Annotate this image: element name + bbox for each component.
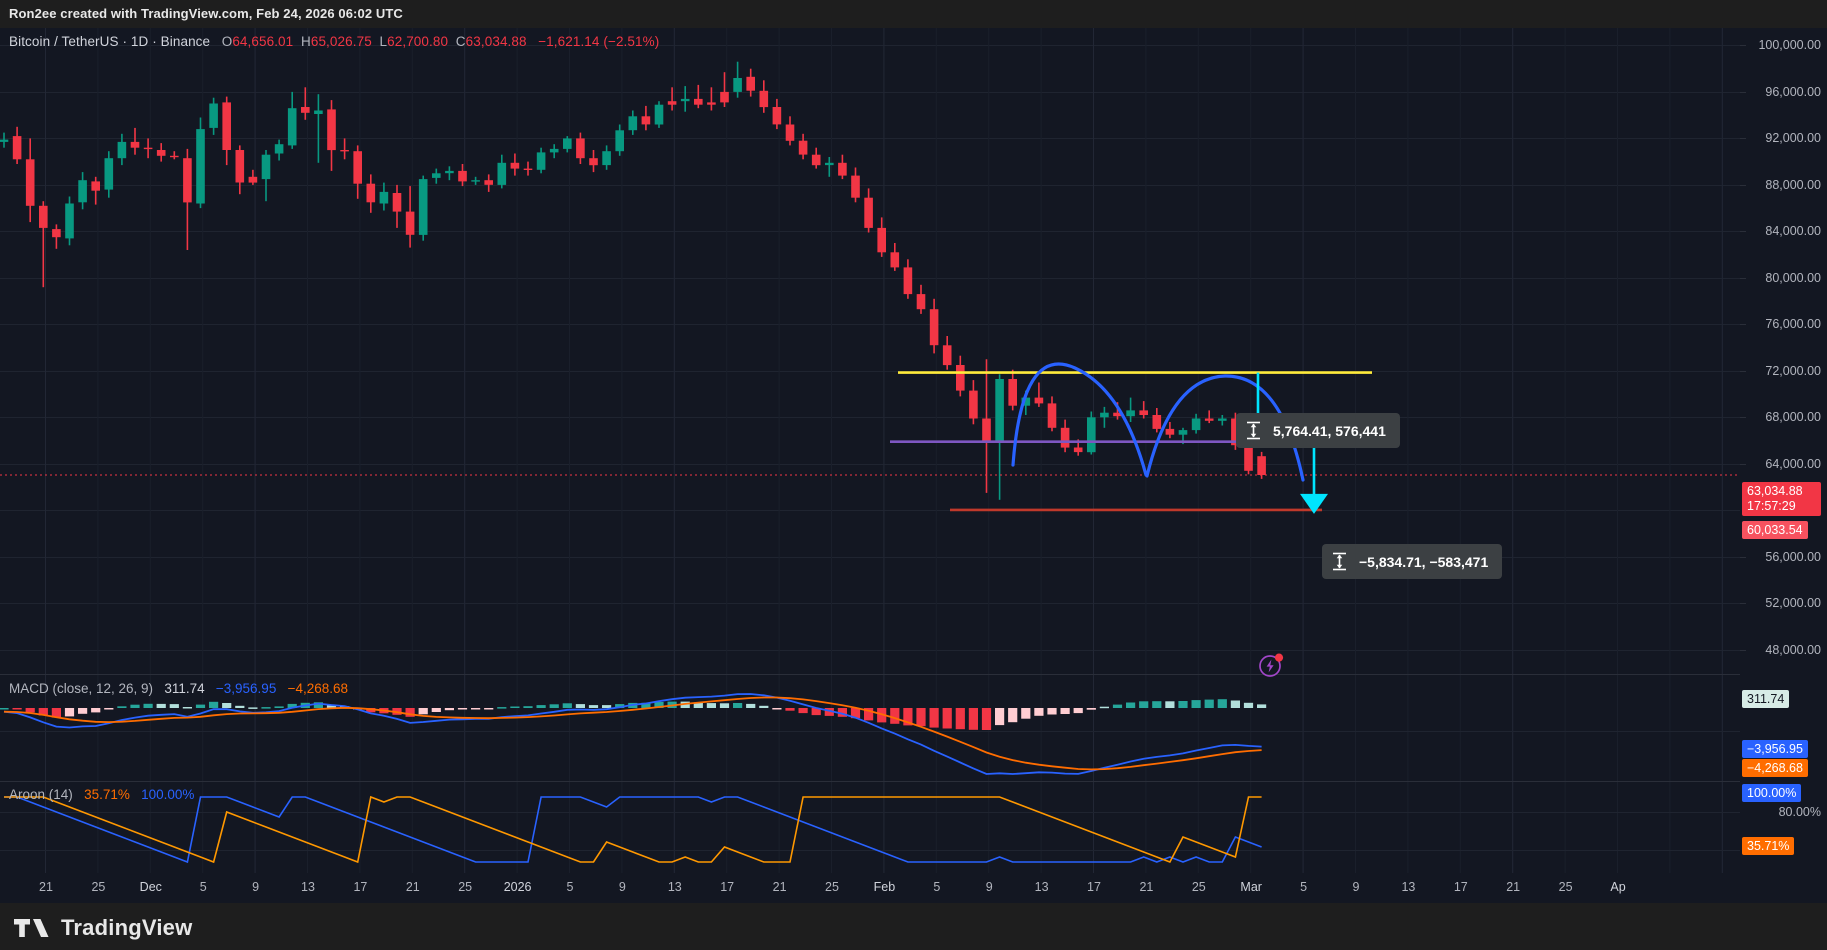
last-price-badge[interactable]: 63,034.88 17:57:29 xyxy=(1742,482,1821,516)
price-tick: 76,000.00 xyxy=(1765,317,1821,332)
price-series xyxy=(0,61,1266,500)
time-tick: 25 xyxy=(825,880,839,894)
time-tick: 21 xyxy=(405,880,420,894)
measure-tooltip-up-text: 5,764.41, 576,441 xyxy=(1273,422,1386,439)
macd-value-1: 311.74 xyxy=(164,681,205,696)
ohlc-open-label: O xyxy=(221,34,233,49)
time-tick: 17 xyxy=(1087,880,1101,894)
time-tick: 25 xyxy=(1191,880,1206,894)
tradingview-logo: TradingView xyxy=(14,915,192,941)
ohlc-low-value: 62,700.80 xyxy=(387,34,449,49)
time-tick: 9 xyxy=(618,880,626,894)
price-tick: 48,000.00 xyxy=(1765,642,1821,657)
aroon-value-up: 100.00% xyxy=(141,787,195,802)
bar-countdown: 17:57:29 xyxy=(1747,499,1796,513)
chart-panes[interactable] xyxy=(0,28,1740,873)
measure-tooltip-up[interactable]: 5,764.41, 576,441 xyxy=(1236,413,1400,448)
time-tick: 5 xyxy=(566,880,574,894)
time-tick: 9 xyxy=(1352,880,1360,894)
aroon-legend[interactable]: Aroon (14) 35.71% 100.00% xyxy=(9,787,194,802)
price-tick: 92,000.00 xyxy=(1765,131,1821,146)
price-tick: 88,000.00 xyxy=(1765,177,1821,192)
chart-grid xyxy=(0,28,1740,873)
time-tick: 13 xyxy=(667,880,682,894)
time-tick: 5 xyxy=(1300,880,1308,894)
time-tick: 21 xyxy=(39,880,53,894)
symbol-title[interactable]: Bitcoin / TetherUS · 1D · Binance xyxy=(9,34,211,49)
ohlc-low-label: L xyxy=(379,34,388,49)
time-tick: 2026 xyxy=(503,880,532,894)
time-tick: Dec xyxy=(139,880,162,894)
time-tick: 17 xyxy=(1453,880,1468,894)
aroon-tick-80: 80.00% xyxy=(1778,805,1821,819)
attribution-bar: Ron2ee created with TradingView.com, Feb… xyxy=(0,0,1827,28)
drawings-layer[interactable] xyxy=(0,28,1740,873)
measure-tooltip-down[interactable]: −5,834.71, −583,471 xyxy=(1322,544,1503,579)
aroon-title[interactable]: Aroon (14) xyxy=(9,787,73,802)
time-tick: 9 xyxy=(252,880,260,894)
time-tick: 5 xyxy=(933,880,941,894)
time-tick: 9 xyxy=(985,880,993,894)
chart-frame: Bitcoin / TetherUS · 1D · Binance O64,65… xyxy=(0,28,1827,903)
ohlc-close-value: 63,034.88 xyxy=(465,34,527,49)
vertical-measure-icon xyxy=(1332,552,1347,571)
price-axis[interactable]: 100,000.00 96,000.00 92,000.00 88,000.00 84,… xyxy=(1740,28,1827,886)
time-tick: 13 xyxy=(1401,880,1416,894)
price-tick: 80,000.00 xyxy=(1765,270,1821,285)
macd-title[interactable]: MACD (close, 12, 26, 9) xyxy=(9,681,154,696)
price-tick: 68,000.00 xyxy=(1765,410,1821,425)
macd-value-2: −3,956.95 xyxy=(215,681,277,696)
price-tick: 72,000.00 xyxy=(1765,363,1821,378)
price-tick: 100,000.00 xyxy=(1758,38,1821,53)
time-tick: 13 xyxy=(301,880,315,894)
measure-tooltip-down-text: −5,834.71, −583,471 xyxy=(1359,553,1489,570)
price-tick: 56,000.00 xyxy=(1765,549,1821,564)
footer-bar: TradingView xyxy=(0,903,1827,950)
macd-hist-badge[interactable]: −4,268.68 xyxy=(1742,759,1808,777)
target-price-badge[interactable]: 60,033.54 xyxy=(1742,521,1808,539)
time-tick: 21 xyxy=(1506,880,1521,894)
aroon-value-down: 35.71% xyxy=(84,787,130,802)
time-tick: Feb xyxy=(873,880,896,894)
vertical-measure-icon xyxy=(1246,421,1261,440)
ohlc-open-value: 64,656.01 xyxy=(232,34,294,49)
time-tick: 17 xyxy=(353,880,368,894)
time-tick: 5 xyxy=(199,880,207,894)
macd-value-badge[interactable]: 311.74 xyxy=(1742,690,1790,708)
ohlc-change: −1,621.14 (−2.51%) xyxy=(538,34,660,49)
tradingview-brand-text: TradingView xyxy=(61,915,193,940)
aroon-up-badge[interactable]: 100.00% xyxy=(1742,784,1802,802)
ohlc-high-value: 65,026.75 xyxy=(310,34,372,49)
time-tick: 21 xyxy=(1139,880,1154,894)
price-tick: 52,000.00 xyxy=(1765,596,1821,611)
time-axis[interactable]: 21 25 Dec 5 9 13 17 21 25 2026 5 9 13 17 21 25 Feb 5 9 13 17… xyxy=(0,873,1827,903)
time-tick: 25 xyxy=(458,880,473,894)
time-tick: Mar xyxy=(1240,880,1262,894)
macd-legend[interactable]: MACD (close, 12, 26, 9) 311.74 −3,956.95… xyxy=(9,681,348,696)
ohlc-close-label: C xyxy=(455,34,466,49)
ohlc-high-label: H xyxy=(300,34,311,49)
symbol-legend[interactable]: Bitcoin / TetherUS · 1D · Binance O64,65… xyxy=(9,34,659,49)
macd-signal-badge[interactable]: −3,956.95 xyxy=(1742,740,1808,758)
last-price-value: 63,034.88 xyxy=(1747,484,1803,498)
lightning-alert-icon[interactable] xyxy=(1258,652,1284,678)
time-tick: 25 xyxy=(91,880,106,894)
time-tick: 17 xyxy=(720,880,735,894)
price-tick: 96,000.00 xyxy=(1765,84,1821,99)
time-tick: 25 xyxy=(1558,880,1573,894)
macd-value-3: −4,268.68 xyxy=(287,681,349,696)
time-tick: Ap xyxy=(1610,880,1626,894)
price-tick: 64,000.00 xyxy=(1765,456,1821,471)
tradingview-logo-icon xyxy=(14,917,52,939)
time-tick: 21 xyxy=(772,880,787,894)
price-tick: 84,000.00 xyxy=(1765,224,1821,239)
aroon-down-badge[interactable]: 35.71% xyxy=(1742,837,1795,855)
time-tick: 13 xyxy=(1034,880,1049,894)
